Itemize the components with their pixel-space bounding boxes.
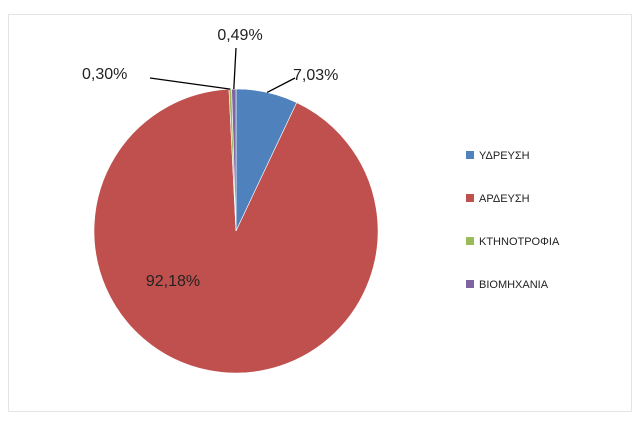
legend: ΥΔΡΕΥΣΗ ΑΡΔΕΥΣΗ ΚΤΗΝΟΤΡΟΦΙΑ ΒΙΟΜΗΧΑΝΙΑ	[466, 150, 560, 291]
legend-label-3: ΚΤΗΝΟΤΡΟΦΙΑ	[479, 236, 560, 248]
legend-label-4: ΒΙΟΜΗΧΑΝΙΑ	[479, 279, 549, 291]
legend-swatch-1	[466, 151, 474, 159]
leader-line-4	[233, 47, 237, 90]
legend-label-1: ΥΔΡΕΥΣΗ	[479, 150, 530, 162]
pie-slice-2	[93, 88, 379, 374]
pie-slice-4	[231, 88, 237, 232]
leader-line-3	[149, 77, 231, 90]
pie-slices	[93, 88, 379, 374]
data-label-3: 0,30%	[82, 66, 127, 83]
data-label-1: 7,03%	[293, 67, 338, 84]
legend-label-2: ΑΡΔΕΥΣΗ	[479, 193, 530, 205]
data-label-2: 92,18%	[146, 273, 200, 290]
data-label-4: 0,49%	[217, 27, 262, 44]
legend-swatch-2	[466, 194, 474, 202]
legend-swatch-4	[466, 280, 474, 288]
data-labels: 7,03% 92,18% 0,30% 0,49%	[82, 27, 338, 290]
leader-line-1	[266, 77, 296, 94]
leader-lines	[149, 47, 296, 94]
legend-swatch-3	[466, 237, 474, 245]
